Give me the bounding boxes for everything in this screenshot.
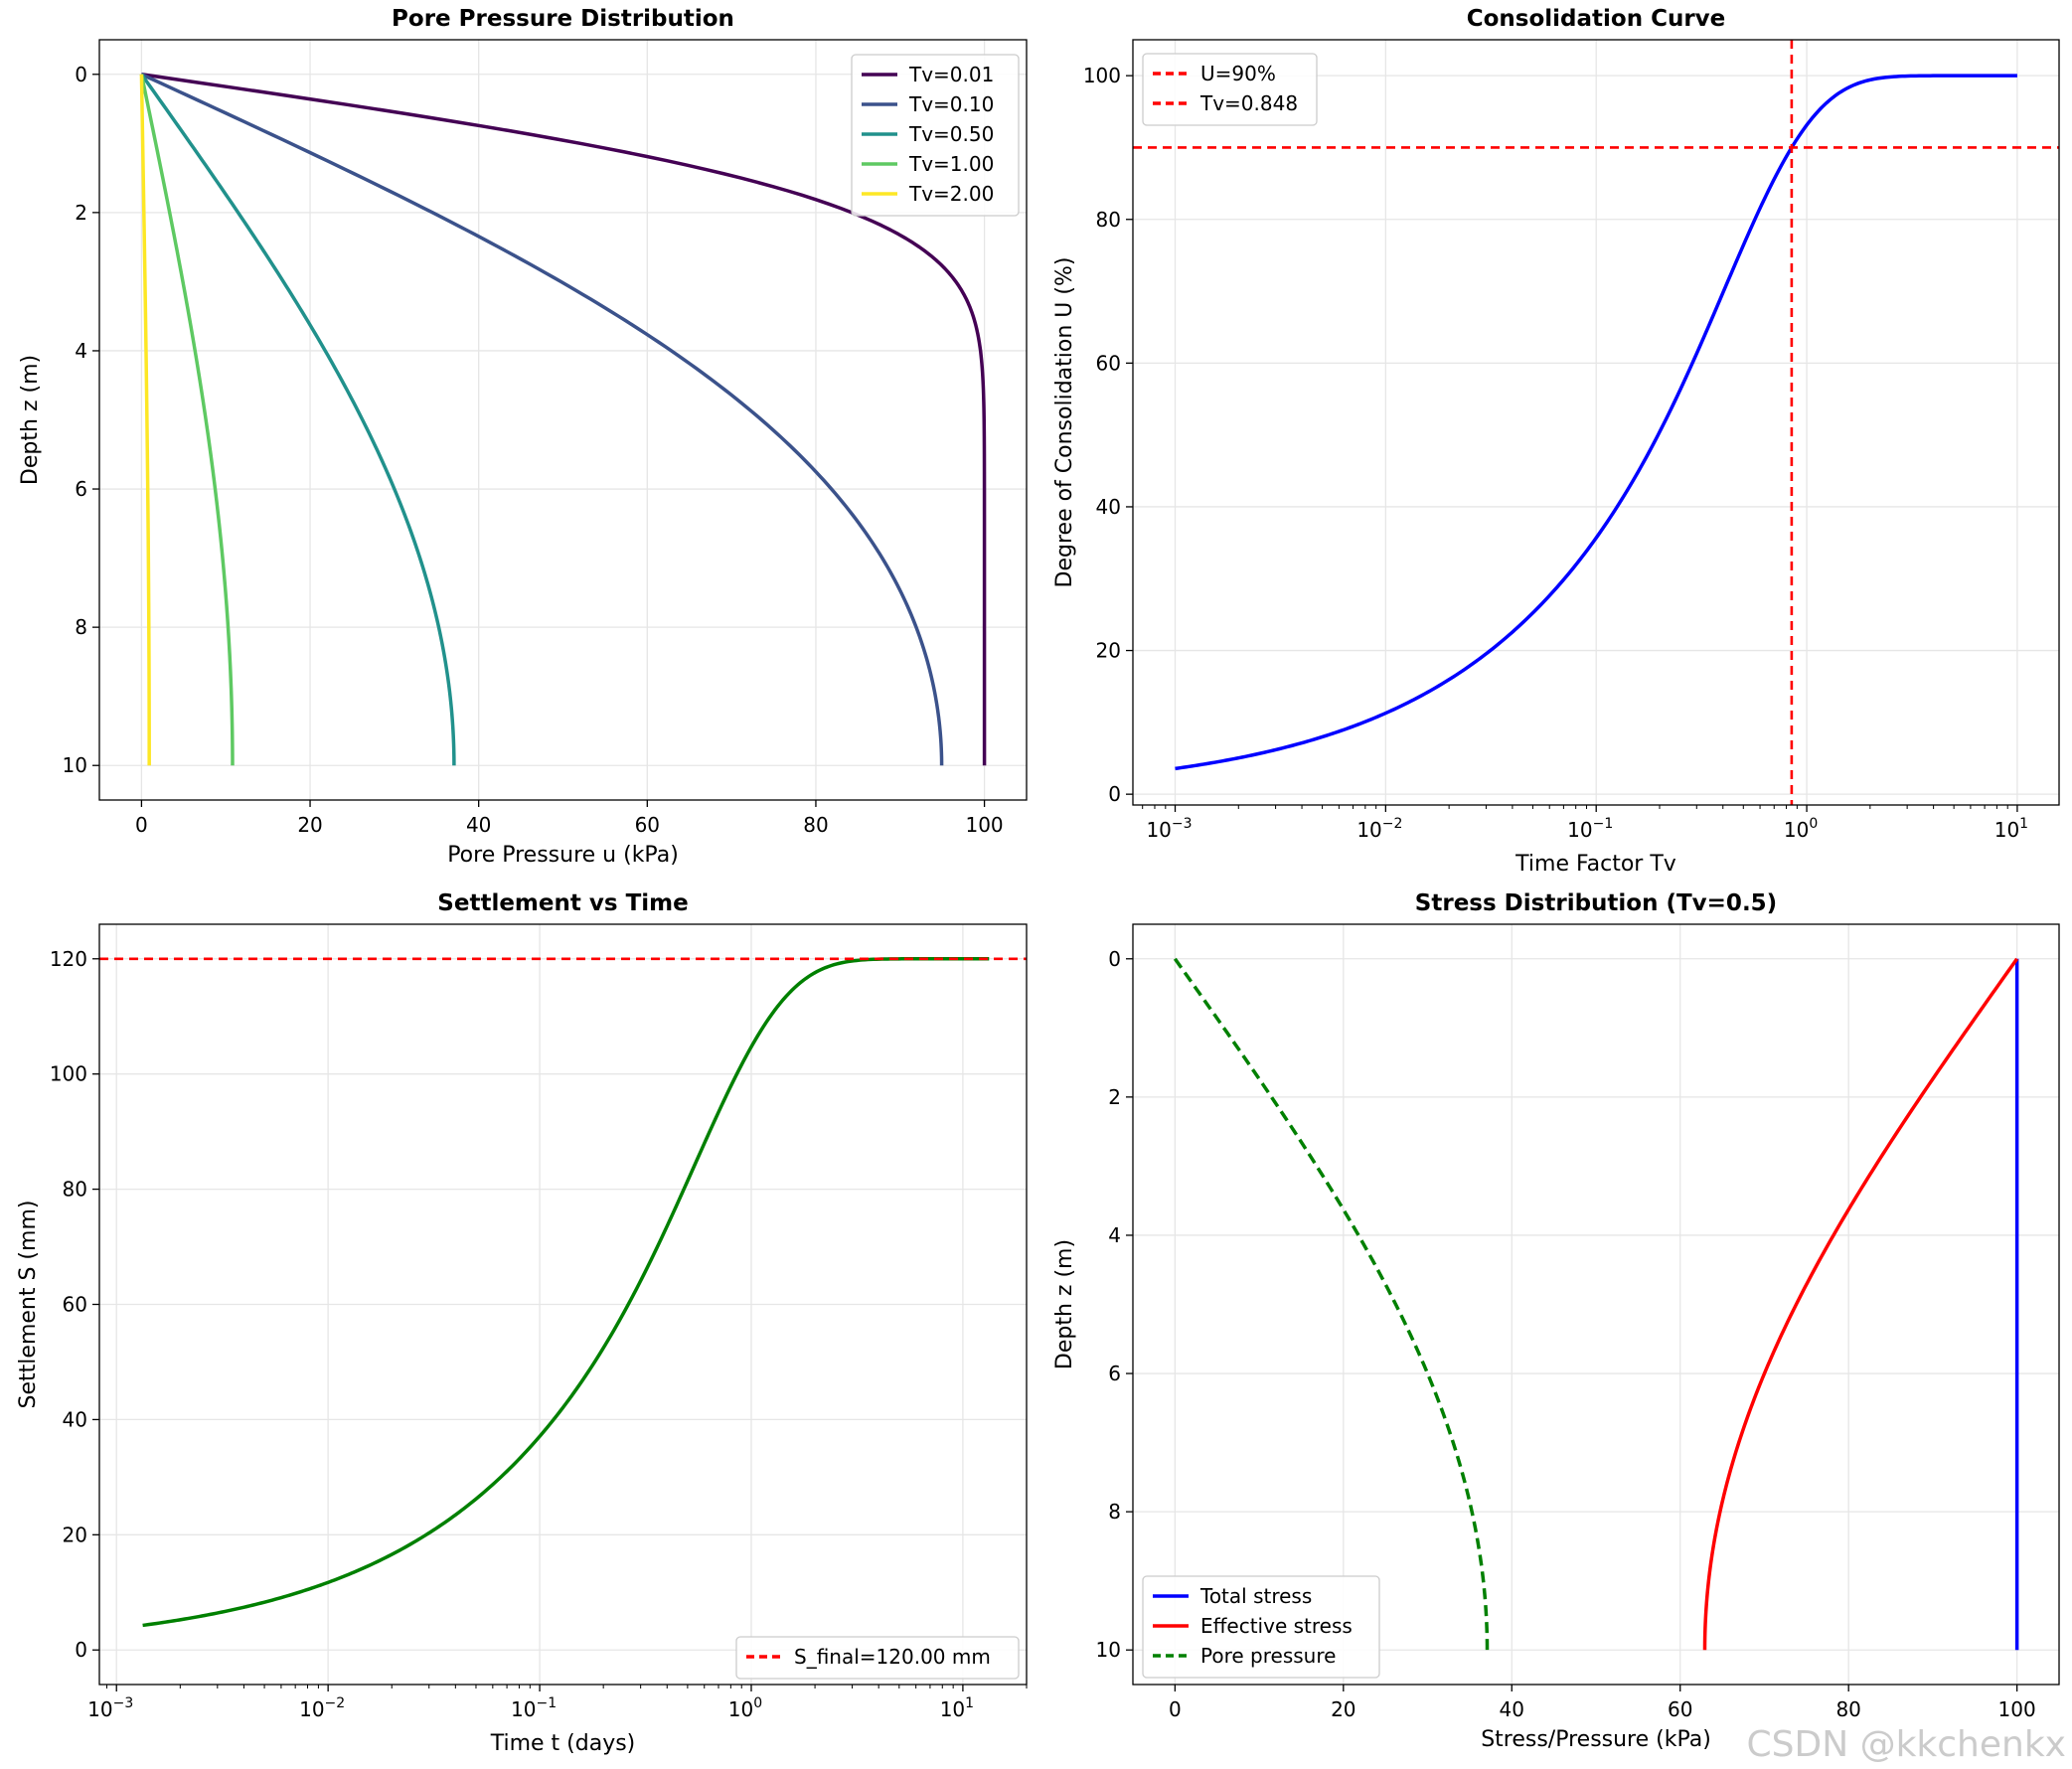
plot-frame	[98, 39, 1028, 801]
y-tick-label: 120	[50, 947, 87, 971]
x-tick-label: 10−1	[511, 1695, 557, 1721]
y-tick-label: 80	[1096, 208, 1121, 232]
legend-box	[735, 1636, 1020, 1680]
y-tick-label: 4	[75, 339, 87, 363]
x-tick-label: 0	[1169, 1697, 1182, 1721]
y-tick-label: 60	[63, 1293, 87, 1317]
y-tick-label: 0	[1108, 947, 1121, 971]
y-axis-label: Settlement S (mm)	[16, 1201, 41, 1409]
y-axis-label: Depth z (m)	[18, 355, 43, 485]
chart-title: Consolidation Curve	[1467, 6, 1726, 32]
x-tick-label: 60	[635, 813, 660, 837]
y-tick-label: 80	[63, 1178, 87, 1202]
legend-label: Tv=0.10	[908, 92, 994, 116]
series-line	[139, 74, 235, 766]
pore-pressure-panel: 0 20 40 60 80 100 0 2 4 6 8 10 Pore Pressure Distrib…	[18, 6, 1028, 868]
series-line	[141, 73, 987, 766]
y-tick-label: 100	[50, 1062, 87, 1086]
x-tick-label: 10−3	[1146, 816, 1192, 842]
y-tick-label: 60	[1096, 351, 1121, 375]
chart-title: Settlement vs Time	[437, 890, 688, 916]
series-line	[139, 74, 151, 766]
y-tick-label: 0	[75, 1638, 87, 1662]
y-tick-label: 40	[63, 1407, 87, 1431]
y-tick-label: 20	[63, 1523, 87, 1546]
y-tick-label: 6	[75, 477, 87, 501]
stress-distribution-panel: 0 20 40 60 80 100 0 2 4 6 8 10 Stress Distribution (…	[1052, 890, 2060, 1752]
x-axis-label: Time t (days)	[490, 1731, 636, 1756]
legend-label: Tv=0.50	[908, 122, 994, 146]
plot-frame	[1132, 923, 2060, 1686]
legend-label: Tv=1.00	[908, 152, 994, 176]
x-tick-label: 80	[803, 813, 828, 837]
watermark: CSDN @kkchenkx	[1746, 1724, 2066, 1765]
x-tick-label: 100	[1998, 1697, 2036, 1721]
x-tick-label: 40	[466, 813, 491, 837]
consolidation-curve-line	[1175, 74, 2017, 771]
y-tick-label: 10	[63, 753, 87, 777]
x-tick-label: 10−2	[299, 1695, 345, 1721]
settlement-curve-line	[142, 957, 990, 1628]
legend-label: S_final=120.00 mm	[794, 1645, 991, 1669]
x-tick-label: 101	[940, 1695, 974, 1721]
y-tick-label: 100	[1083, 64, 1121, 87]
legend-label: Pore pressure	[1200, 1644, 1336, 1668]
x-tick-label: 0	[135, 813, 148, 837]
y-tick-label: 6	[1108, 1362, 1121, 1385]
y-tick-label: 2	[75, 201, 87, 225]
legend-label: Tv=2.00	[908, 182, 994, 206]
x-tick-label: 20	[297, 813, 322, 837]
x-axis-label: Time Factor Tv	[1514, 852, 1676, 877]
x-axis-label: Pore Pressure u (kPa)	[447, 843, 679, 868]
x-axis-label: Stress/Pressure (kPa)	[1481, 1727, 1711, 1752]
y-tick-label: 20	[1096, 639, 1121, 663]
x-tick-label: 100	[1784, 816, 1818, 842]
plot-frame	[98, 923, 1028, 1686]
x-tick-label: 101	[1994, 816, 2028, 842]
effective-stress-line	[1702, 957, 2019, 1651]
y-tick-label: 10	[1096, 1638, 1121, 1662]
x-tick-label: 40	[1500, 1697, 1524, 1721]
y-tick-label: 4	[1108, 1223, 1121, 1247]
y-axis-label: Depth z (m)	[1052, 1239, 1077, 1369]
consolidation-curve-panel: 10−3 10−2 10−1 100 101 0 20 40 60 80 100 Consolidat…	[1052, 6, 2060, 877]
legend-box	[1142, 53, 1318, 126]
y-tick-label: 8	[1108, 1500, 1121, 1524]
x-tick-label: 10−3	[87, 1695, 133, 1721]
series-line	[140, 73, 944, 766]
plot-frame	[1132, 39, 2060, 806]
x-tick-label: 80	[1835, 1697, 1860, 1721]
y-tick-label: 2	[1108, 1085, 1121, 1109]
y-tick-label: 40	[1096, 495, 1121, 519]
x-tick-label: 10−2	[1356, 816, 1402, 842]
x-tick-label: 10−1	[1567, 816, 1613, 842]
pore-pressure-line	[1173, 957, 1490, 1651]
legend-label: Effective stress	[1200, 1614, 1353, 1638]
y-tick-label: 0	[75, 63, 87, 86]
chart-title: Stress Distribution (Tv=0.5)	[1415, 890, 1777, 916]
x-tick-label: 20	[1331, 1697, 1355, 1721]
chart-title: Pore Pressure Distribution	[392, 6, 734, 32]
legend-box	[1142, 1575, 1380, 1679]
x-tick-label: 100	[965, 813, 1003, 837]
legend-label: Tv=0.848	[1199, 91, 1298, 115]
legend-label: Total stress	[1199, 1584, 1312, 1608]
legend-label: U=90%	[1200, 62, 1276, 85]
legend-box	[851, 54, 1020, 217]
y-tick-label: 8	[75, 615, 87, 639]
legend-label: Tv=0.01	[908, 63, 994, 86]
x-tick-label: 60	[1668, 1697, 1692, 1721]
x-tick-label: 100	[728, 1695, 762, 1721]
y-tick-label: 0	[1108, 782, 1121, 806]
series-line	[139, 73, 456, 766]
y-axis-label: Degree of Consolidation U (%)	[1052, 257, 1077, 588]
settlement-panel: 10−3 10−2 10−1 100 101 0 20 40 60 80 100 120 Settlem…	[16, 890, 1028, 1756]
